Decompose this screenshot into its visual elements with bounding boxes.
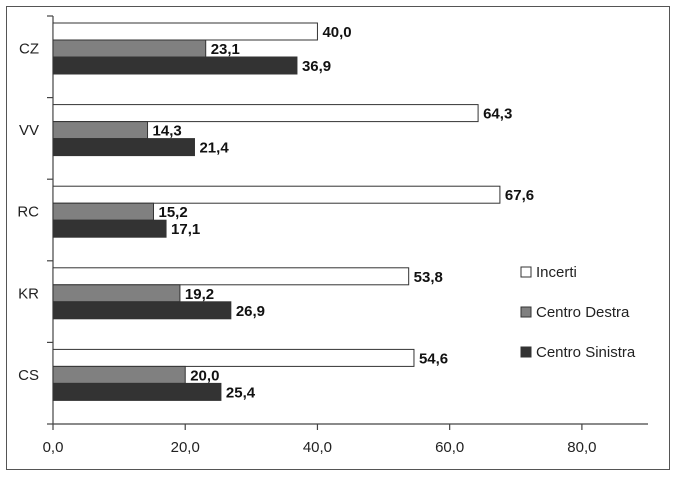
bar-centro-sinistra-rc <box>52 219 167 238</box>
bar-incerti-rc <box>52 185 501 204</box>
legend-label-incerti: Incerti <box>536 264 577 281</box>
bar-centro-sinistra-cs <box>52 382 222 401</box>
bar-centro-sinistra-kr <box>52 301 232 320</box>
category-label-cz: CZ <box>19 41 39 58</box>
value-label-centro-sinistra-cz: 36,9 <box>302 58 331 75</box>
bar-centro-destra-cs <box>52 365 186 384</box>
x-tick-label: 60,0 <box>435 439 464 456</box>
value-label-centro-destra-kr: 19,2 <box>185 286 214 303</box>
bar-centro-destra-rc <box>52 202 154 221</box>
value-label-centro-sinistra-kr: 26,9 <box>236 303 265 320</box>
bar-incerti-vv <box>52 104 479 123</box>
value-label-incerti-cs: 54,6 <box>419 350 448 367</box>
x-tick-label: 0,0 <box>43 439 64 456</box>
legend-swatch-incerti <box>520 266 532 278</box>
value-label-centro-sinistra-rc: 17,1 <box>171 221 200 238</box>
legend-swatch-centro-destra <box>520 306 532 318</box>
bar-incerti-cs <box>52 348 415 367</box>
legend-label-centro-sinistra: Centro Sinistra <box>536 344 636 361</box>
bar-centro-sinistra-vv <box>52 138 195 157</box>
category-label-kr: KR <box>18 285 39 302</box>
value-label-centro-destra-cz: 23,1 <box>211 41 240 58</box>
bar-centro-destra-kr <box>52 284 181 303</box>
x-tick-label: 80,0 <box>567 439 596 456</box>
category-label-vv: VV <box>19 122 39 139</box>
legend-swatch-centro-sinistra <box>520 346 532 358</box>
x-tick-label: 40,0 <box>303 439 332 456</box>
value-label-centro-destra-cs: 20,0 <box>190 367 219 384</box>
value-label-centro-sinistra-cs: 25,4 <box>226 384 256 401</box>
category-label-rc: RC <box>17 204 39 221</box>
x-tick-label: 20,0 <box>171 439 200 456</box>
value-label-incerti-kr: 53,8 <box>414 269 443 286</box>
value-label-centro-destra-vv: 14,3 <box>153 123 182 140</box>
bar-centro-sinistra-cz <box>52 56 298 75</box>
bar-centro-destra-cz <box>52 39 207 58</box>
legend-label-centro-destra: Centro Destra <box>536 304 630 321</box>
bar-incerti-cz <box>52 22 318 41</box>
category-label-cs: CS <box>18 367 39 384</box>
value-label-incerti-rc: 67,6 <box>505 187 534 204</box>
bar-centro-destra-vv <box>52 121 149 140</box>
value-label-incerti-cz: 40,0 <box>322 24 351 41</box>
value-label-centro-destra-rc: 15,2 <box>158 204 187 221</box>
value-label-incerti-vv: 64,3 <box>483 106 512 123</box>
value-label-centro-sinistra-vv: 21,4 <box>199 140 229 157</box>
bar-incerti-kr <box>52 267 410 286</box>
